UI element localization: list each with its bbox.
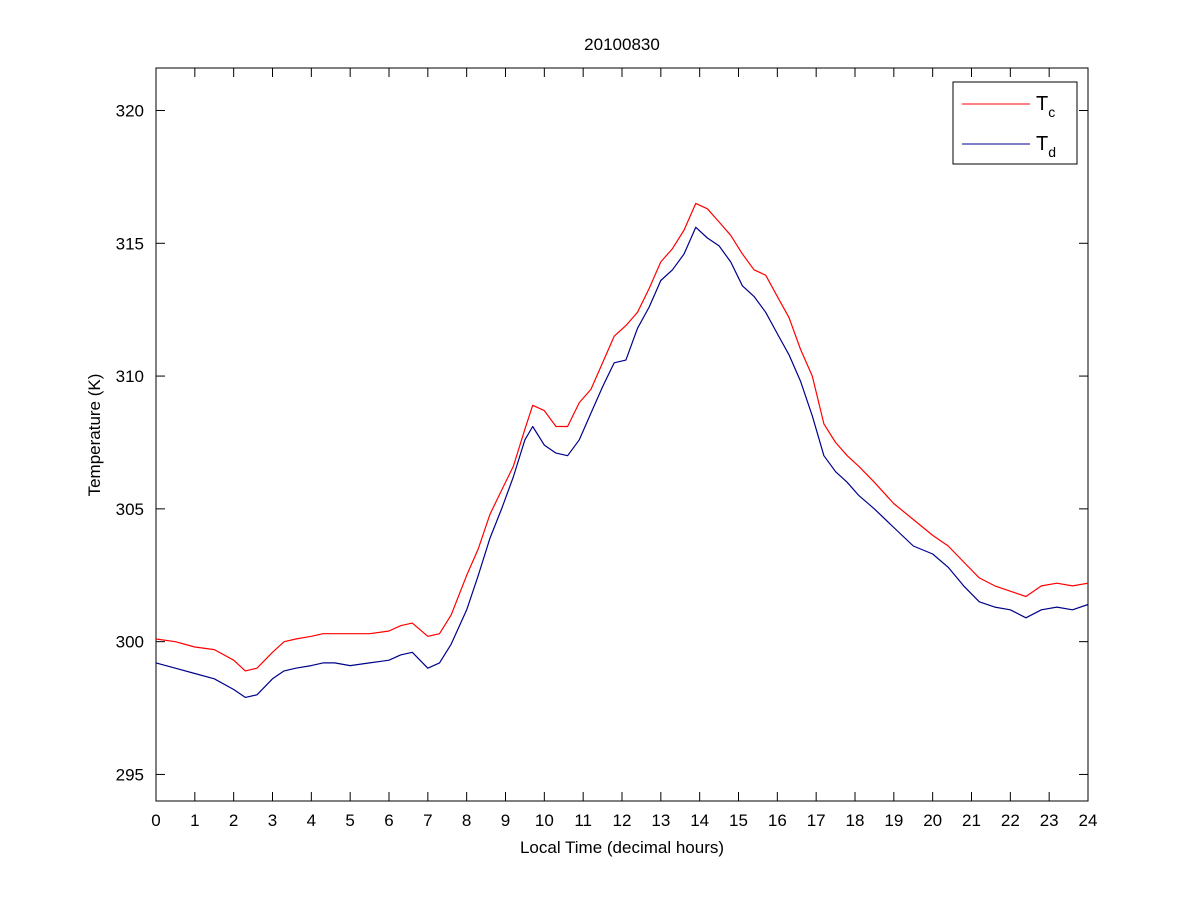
x-tick-label: 6 [384,811,393,830]
y-axis-label: Temperature (K) [85,374,104,497]
x-tick-label: 16 [768,811,787,830]
y-tick-label: 310 [116,367,144,386]
series-line-tc [155,202,1089,672]
legend-label-td: Td [1036,133,1056,160]
x-tick-label: 10 [535,811,554,830]
plot-area [155,67,1089,802]
series-line-td [155,226,1089,699]
legend-label-td-main: T [1036,133,1048,155]
x-tick-label: 20 [923,811,942,830]
x-tick-label: 12 [613,811,632,830]
legend-label-tc-main: T [1036,93,1048,115]
x-tick-label: 15 [729,811,748,830]
legend-box [952,81,1078,165]
x-tick-label: 14 [690,811,709,830]
tick-layer: 0 1 2 3 4 5 6 7 8 9 10 11 12 13 14 15 16 17 18 19 20 21 22 23 24… [116,68,1098,830]
y-tick-label: 315 [116,234,144,253]
x-tick-label: 3 [268,811,277,830]
x-tick-label: 11 [574,811,592,830]
legend-label-tc: Tc [1036,93,1055,120]
x-tick-label: 13 [651,811,670,830]
series-layer [155,202,1089,699]
x-tick-label: 21 [962,811,981,830]
chart-title: 20100830 [584,35,660,54]
x-axis-label: Local Time (decimal hours) [520,838,724,857]
x-tick-label: 2 [229,811,238,830]
legend-label-td-sub: d [1048,144,1056,160]
x-tick-label: 18 [846,811,865,830]
y-tick-label: 305 [116,500,144,519]
x-tick-label: 1 [190,811,199,830]
x-tick-label: 17 [807,811,826,830]
legend-label-tc-sub: c [1048,104,1055,120]
x-tick-label: 22 [1001,811,1020,830]
x-tick-label: 5 [345,811,354,830]
y-tick-label: 320 [116,101,144,120]
y-tick-label: 295 [116,765,144,784]
y-tick-label: 300 [116,633,144,652]
x-tick-label: 24 [1079,811,1098,830]
x-tick-label: 4 [307,811,316,830]
x-tick-label: 0 [151,811,160,830]
x-tick-label: 8 [462,811,471,830]
x-tick-label: 9 [501,811,510,830]
x-tick-label: 7 [423,811,432,830]
x-tick-label: 23 [1040,811,1059,830]
legend: Tc Td [952,81,1078,165]
x-tick-label: 19 [884,811,903,830]
